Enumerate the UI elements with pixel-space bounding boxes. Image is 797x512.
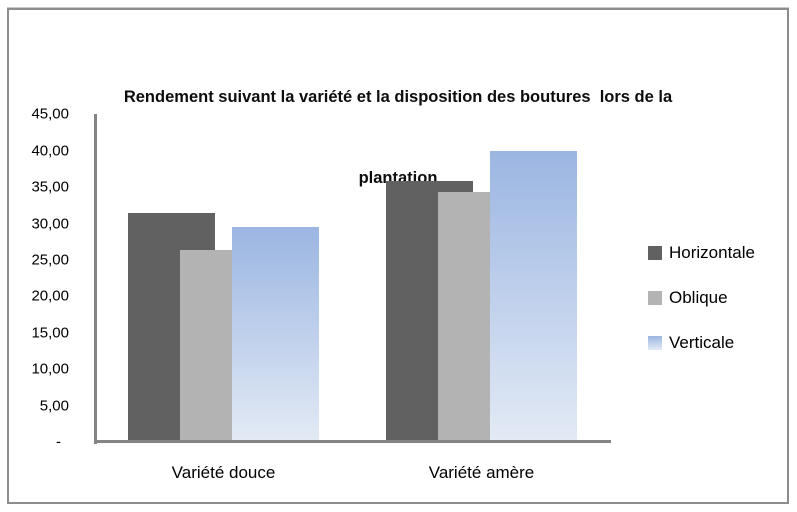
y-tick-label: 5,00 <box>39 397 69 415</box>
legend-swatch-oblique <box>648 291 662 305</box>
y-tick-label: 35,00 <box>31 178 69 196</box>
legend-label: Verticale <box>669 333 735 352</box>
y-tick-label: 15,00 <box>31 324 69 342</box>
legend-item-horizontale[interactable]: Horizontale <box>648 243 755 262</box>
category-label: Variété amère <box>428 463 535 482</box>
legend-swatch-verticale <box>648 336 662 350</box>
category-label: Variété douce <box>171 463 276 482</box>
bar-verticale-group2[interactable] <box>490 150 577 442</box>
chart-title-line-1: Rendement suivant la variété et la dispo… <box>123 88 673 106</box>
bar-verticale-group1[interactable] <box>232 226 319 442</box>
chart-frame[interactable]: Rendement suivant la variété et la dispo… <box>7 8 789 504</box>
y-tick-label: 20,00 <box>31 287 69 305</box>
legend-label: Oblique <box>669 288 728 307</box>
y-tick-label: 30,00 <box>31 215 69 233</box>
y-axis-line <box>94 114 97 444</box>
y-tick-label: 25,00 <box>31 251 69 269</box>
legend-item-oblique[interactable]: Oblique <box>648 288 755 307</box>
legend-swatch-horizontale <box>648 246 662 260</box>
chart-title: Rendement suivant la variété et la dispo… <box>9 30 787 246</box>
legend-label: Horizontale <box>669 243 755 262</box>
legend-item-verticale[interactable]: Verticale <box>648 333 755 352</box>
y-tick-label: 45,00 <box>31 105 69 123</box>
y-tick-label: 40,00 <box>31 142 69 160</box>
legend[interactable]: Horizontale Oblique Verticale <box>648 243 755 380</box>
y-tick-label: 10,00 <box>31 360 69 378</box>
y-tick-label: - <box>56 433 61 451</box>
x-axis-line <box>94 440 611 443</box>
